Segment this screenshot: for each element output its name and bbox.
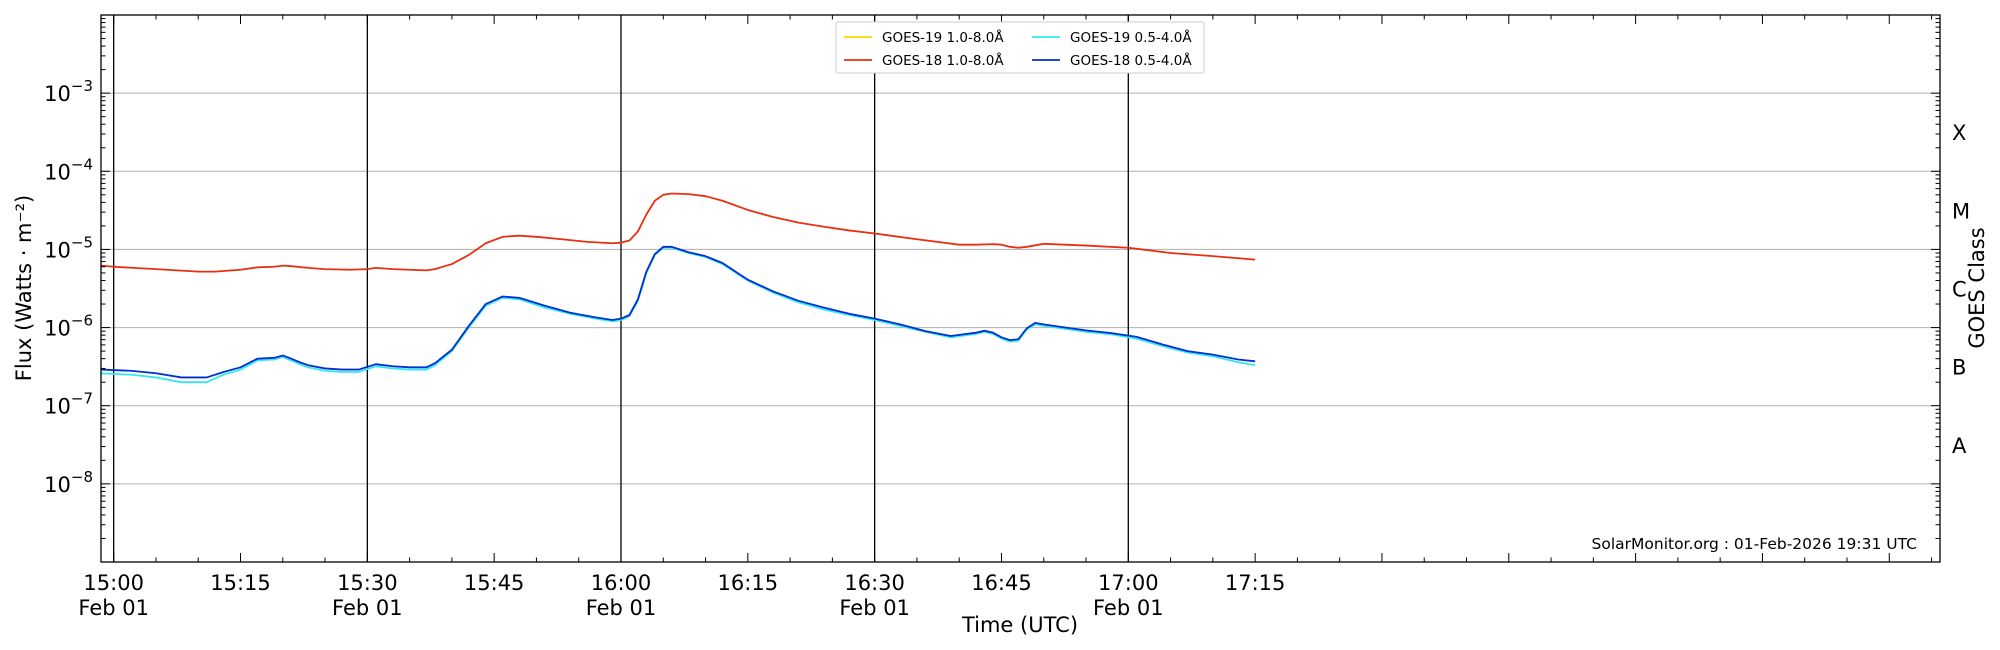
y-tick-exponent: −5 [71,233,93,251]
x-tick-time-0: 15:00 [83,571,144,595]
x-tick-time-2: 15:30 [337,571,398,595]
x-tick-date-2: Feb 01 [332,596,403,620]
y-axis-ticks: 10−310−410−510−610−710−8 [44,18,1940,563]
y-tick-label-1: 10−4 [44,155,93,184]
legend: GOES-19 1.0-8.0Å GOES-19 0.5-4.0Å GOES-18 … [835,21,1205,74]
x-tick-time-7: 16:45 [971,571,1032,595]
y-tick-base: 10 [44,238,71,262]
y-tick-label-5: 10−8 [44,468,93,497]
goes-class-a: A [1952,434,1967,458]
y-tick-base: 10 [44,317,71,341]
x-tick-time-6: 16:30 [844,571,905,595]
goes-class-x: X [1952,121,1966,145]
y-tick-label-3: 10−6 [44,312,93,341]
legend-label-0: GOES-19 1.0-8.0Å [882,29,1004,46]
y-tick-label-2: 10−5 [44,233,93,262]
y2-axis-label: GOES Class [1965,227,1989,348]
goes-class-labels: X M C B A [1952,121,1970,458]
legend-label-2: GOES-18 1.0-8.0Å [882,52,1004,69]
series-layer [100,192,1256,384]
y-tick-exponent: −6 [71,312,93,330]
x-tick-date-4: Feb 01 [586,596,657,620]
y-tick-base: 10 [44,160,71,184]
goes-class-b: B [1952,356,1966,380]
y-tick-base: 10 [44,82,71,106]
series-line-3 [100,245,1256,379]
y-tick-exponent: −4 [71,155,93,173]
goes-class-m: M [1952,199,1970,223]
x-tick-time-1: 15:15 [210,571,271,595]
y-tick-label-4: 10−7 [44,390,93,419]
legend-label-1: GOES-19 0.5-4.0Å [1070,29,1192,46]
legend-label-3: GOES-18 0.5-4.0Å [1070,52,1192,69]
y-tick-base: 10 [44,473,71,497]
y-tick-exponent: −7 [71,390,93,408]
y-tick-exponent: −8 [71,468,93,486]
plot-frame [100,14,1941,563]
legend-box [835,21,1205,74]
x-tick-date-8: Feb 01 [1093,596,1164,620]
y-tick-base: 10 [44,395,71,419]
credit-text: SolarMonitor.org : 01-Feb-2026 19:31 UTC [1592,535,1917,553]
x-tick-date-6: Feb 01 [839,596,910,620]
x-tick-time-4: 16:00 [591,571,652,595]
series-line-2 [100,192,1256,273]
grid-layer [101,92,1940,485]
y-axis-label: Flux (Watts · m⁻²) [12,195,36,381]
y-tick-label-0: 10−3 [44,77,93,106]
x-tick-time-5: 16:15 [718,571,779,595]
y-tick-exponent: −3 [71,77,93,95]
x-axis-label: Time (UTC) [961,613,1078,637]
vertical-lines-layer [113,15,1129,562]
plot-background [101,15,1940,562]
x-tick-time-8: 17:00 [1098,571,1159,595]
x-tick-time-9: 17:15 [1225,571,1286,595]
x-tick-date-0: Feb 01 [78,596,149,620]
x-tick-time-3: 15:45 [464,571,525,595]
goes-class-c: C [1952,278,1967,302]
plot-frame-layer [100,14,1941,563]
